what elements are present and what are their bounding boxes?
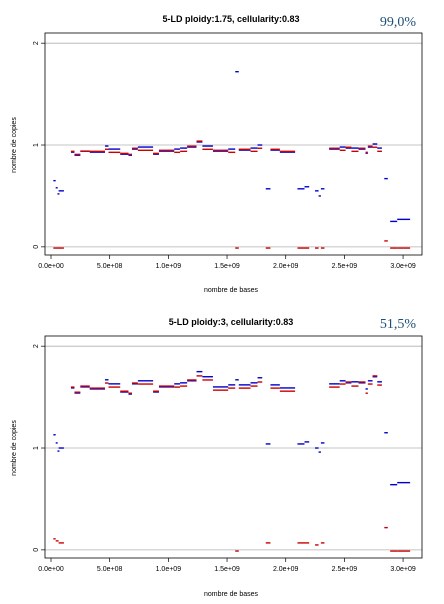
panel-1-percentage: 99,0% <box>380 15 417 30</box>
x-tick-label-3: 1.5e+09 <box>214 263 240 270</box>
panel-2-percentage: 51,5% <box>380 317 417 332</box>
panel-2: 5-LD ploidy:3, cellularity:0.83 51,5% no… <box>11 317 423 598</box>
x-tick-label-2: 1.0e+09 <box>156 566 182 573</box>
x-tick-label-0: 0.0e+00 <box>38 263 64 270</box>
panel-1-gridlines <box>45 42 422 248</box>
panel-2-title: 5-LD ploidy:3, cellularity:0.83 <box>169 317 294 327</box>
panel-1-y-axis-label: nombre de copies <box>11 117 18 173</box>
y-tick-label-2: 2 <box>33 344 40 348</box>
panel-2-segments <box>53 370 411 552</box>
y-tick-label-1: 1 <box>33 143 40 147</box>
panel-1-plot-frame <box>44 32 423 256</box>
panel-1-y-axis: 0 1 2 <box>33 41 45 249</box>
x-tick-label-6: 3.0e+09 <box>390 263 416 270</box>
panel-1-title: 5-LD ploidy:1.75, cellularity:0.83 <box>162 14 299 24</box>
panel-2-gridlines <box>45 345 422 551</box>
panel-1-x-axis: 0.0e+00 5.0e+08 1.0e+09 1.5e+09 2.0e+09 2.5e+… <box>38 255 416 270</box>
x-tick-label-1: 5.0e+08 <box>97 566 123 573</box>
x-tick-label-2: 1.0e+09 <box>156 263 182 270</box>
panel-2-x-axis-label: nombre de bases <box>204 591 259 598</box>
panel-1-segments <box>53 70 411 249</box>
x-tick-label-5: 2.5e+09 <box>332 566 358 573</box>
x-tick-label-4: 2.0e+09 <box>273 566 299 573</box>
y-tick-label-0: 0 <box>33 245 40 249</box>
panel-2-y-axis: 0 1 2 <box>33 344 45 552</box>
x-tick-label-1: 5.0e+08 <box>97 263 123 270</box>
panel-1: 5-LD ploidy:1.75, cellularity:0.83 99,0%… <box>11 14 423 294</box>
x-tick-label-4: 2.0e+09 <box>273 263 299 270</box>
y-tick-label-2: 2 <box>33 41 40 45</box>
x-tick-label-6: 3.0e+09 <box>390 566 416 573</box>
x-tick-label-0: 0.0e+00 <box>38 566 64 573</box>
panel-2-x-axis: 0.0e+00 5.0e+08 1.0e+09 1.5e+09 2.0e+09 2.5e+… <box>38 558 416 573</box>
panel-2-plot-frame <box>44 335 423 559</box>
panel-2-y-axis-label: nombre de copies <box>11 420 18 476</box>
y-tick-label-1: 1 <box>33 446 40 450</box>
panel-1-x-axis-label: nombre de bases <box>204 287 259 294</box>
y-tick-label-0: 0 <box>33 548 40 552</box>
x-tick-label-3: 1.5e+09 <box>214 566 240 573</box>
x-tick-label-5: 2.5e+09 <box>332 263 358 270</box>
